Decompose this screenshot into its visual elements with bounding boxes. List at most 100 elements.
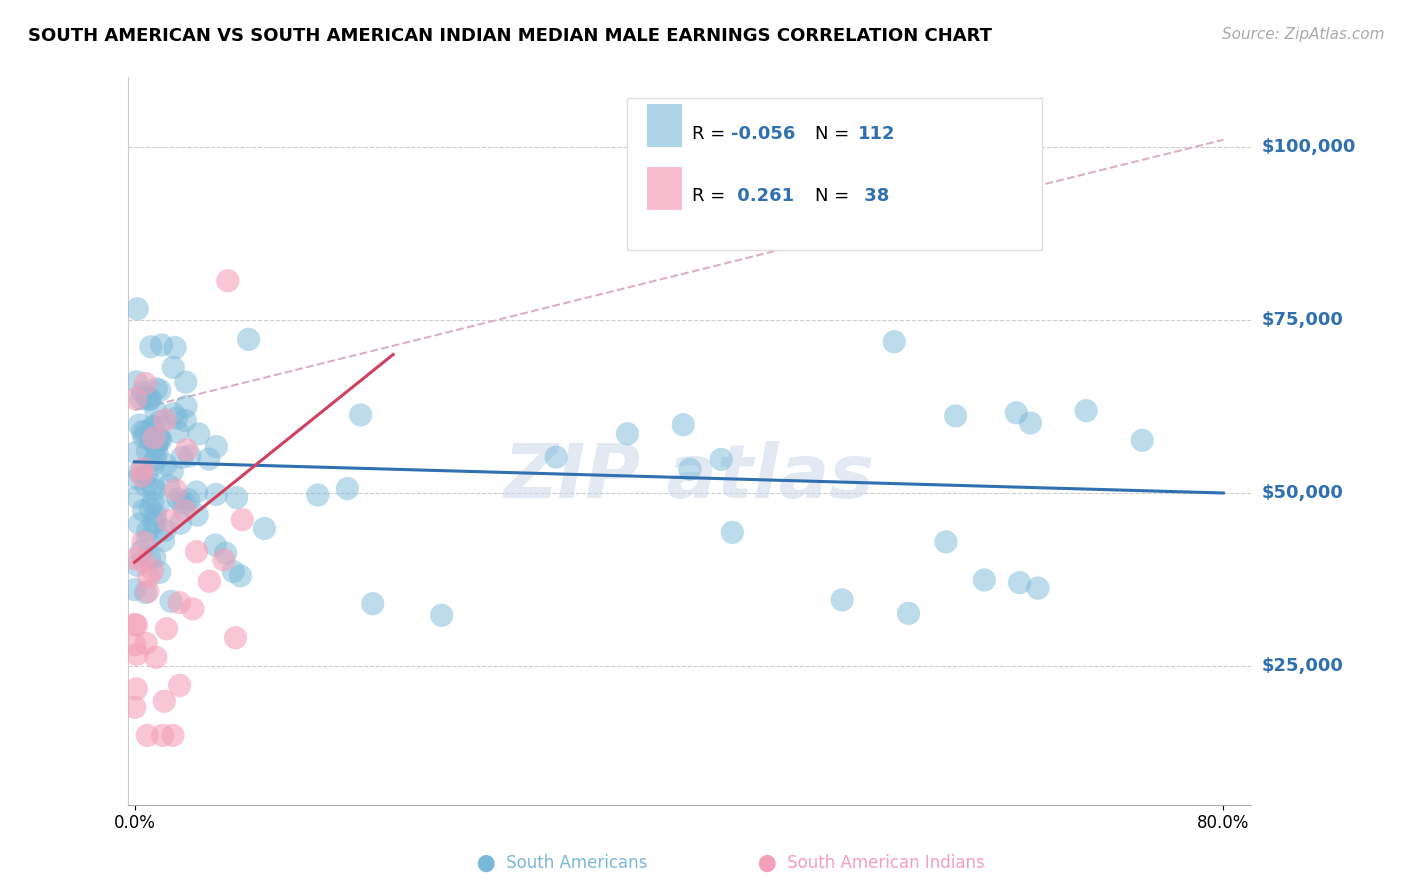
Point <box>124 617 146 632</box>
Point <box>149 566 172 580</box>
Point <box>170 450 193 465</box>
Point <box>131 425 153 439</box>
Point <box>134 376 156 391</box>
Point <box>125 618 148 632</box>
Point <box>229 568 252 582</box>
Point <box>1005 406 1028 420</box>
Point <box>143 419 166 434</box>
Text: ZIP atlas: ZIP atlas <box>503 441 875 514</box>
Point <box>1019 416 1042 430</box>
Point <box>173 496 195 510</box>
Point <box>160 465 183 479</box>
Point <box>155 413 177 427</box>
Point <box>138 392 160 407</box>
Point <box>973 573 995 587</box>
Point <box>430 608 453 623</box>
Point <box>124 582 146 597</box>
Point <box>124 638 146 652</box>
Point <box>132 385 155 400</box>
Point <box>225 491 247 505</box>
Point <box>145 515 167 529</box>
Point <box>143 550 166 565</box>
Point <box>205 487 228 501</box>
Point <box>135 636 157 650</box>
Point <box>132 535 155 549</box>
Point <box>174 413 197 427</box>
Point <box>145 439 167 453</box>
Point <box>134 425 156 439</box>
Text: R =: R = <box>692 187 731 205</box>
Point <box>143 431 166 445</box>
Point <box>127 301 149 316</box>
Point <box>179 449 201 463</box>
Point <box>157 514 180 528</box>
Point <box>162 407 184 421</box>
Point <box>145 650 167 665</box>
Point <box>132 430 155 444</box>
Point <box>128 516 150 531</box>
Point <box>1008 575 1031 590</box>
Point <box>131 462 153 476</box>
Point <box>1076 403 1098 417</box>
Point <box>149 433 172 447</box>
Point <box>212 553 235 567</box>
Point <box>186 508 208 523</box>
Point <box>174 400 197 414</box>
Point <box>124 551 146 566</box>
Point <box>136 444 159 458</box>
Point <box>177 492 200 507</box>
Point <box>129 392 152 406</box>
Point <box>204 538 226 552</box>
Point <box>146 445 169 459</box>
Point <box>162 728 184 742</box>
Point <box>125 490 148 504</box>
Point <box>721 525 744 540</box>
Point <box>222 565 245 579</box>
Text: N =: N = <box>815 187 855 205</box>
Point <box>169 678 191 692</box>
Point <box>198 574 221 589</box>
Point <box>127 472 149 486</box>
Text: SOUTH AMERICAN VS SOUTH AMERICAN INDIAN MEDIAN MALE EARNINGS CORRELATION CHART: SOUTH AMERICAN VS SOUTH AMERICAN INDIAN … <box>28 27 993 45</box>
Point <box>672 417 695 432</box>
Point <box>157 478 180 492</box>
Text: $25,000: $25,000 <box>1261 657 1344 675</box>
Point <box>153 694 176 708</box>
Point <box>149 432 172 446</box>
Point <box>1130 434 1153 448</box>
Point <box>679 462 702 476</box>
Point <box>142 516 165 530</box>
Point <box>143 483 166 497</box>
Point <box>125 375 148 389</box>
Text: R =: R = <box>692 125 731 143</box>
Point <box>136 584 159 599</box>
Point <box>238 332 260 346</box>
Text: ⬤  South American Indians: ⬤ South American Indians <box>758 855 986 872</box>
Point <box>127 558 149 573</box>
Text: $100,000: $100,000 <box>1261 137 1357 156</box>
Point <box>136 728 159 742</box>
Point <box>945 409 967 423</box>
Point <box>124 700 146 714</box>
Point <box>136 533 159 547</box>
Point <box>145 508 167 522</box>
Point <box>143 452 166 467</box>
Point <box>155 458 177 472</box>
Point <box>145 382 167 396</box>
Point <box>160 594 183 608</box>
Point <box>546 450 568 464</box>
Point <box>152 533 174 548</box>
Point <box>124 392 146 406</box>
Point <box>131 544 153 558</box>
Text: Source: ZipAtlas.com: Source: ZipAtlas.com <box>1222 27 1385 42</box>
Point <box>153 524 176 538</box>
Point <box>142 458 165 472</box>
Text: -0.056: -0.056 <box>731 125 796 143</box>
Point <box>169 516 191 530</box>
Point <box>148 432 170 446</box>
Text: N =: N = <box>815 125 855 143</box>
Point <box>349 408 371 422</box>
Point <box>135 467 157 482</box>
Point <box>167 492 190 507</box>
Point <box>217 274 239 288</box>
